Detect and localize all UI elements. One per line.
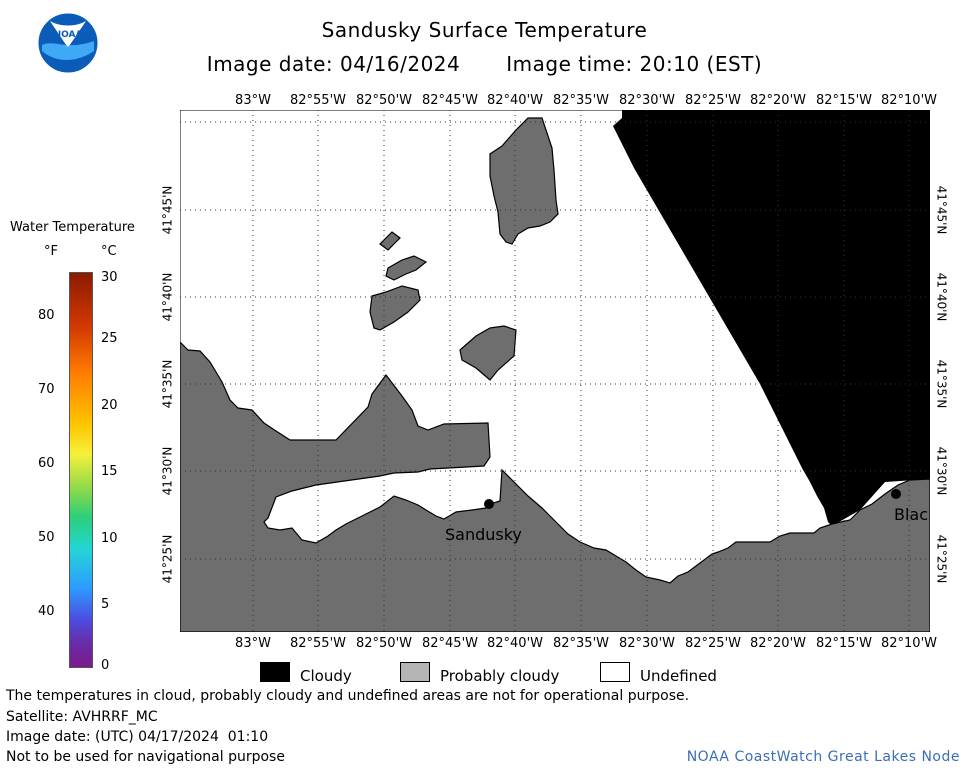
page-title: Sandusky Surface Temperature <box>321 18 648 42</box>
surface-temperature-map <box>179 109 931 633</box>
lon-label-top: 83°W <box>235 93 271 108</box>
lon-label-bottom: 82°55'W <box>289 636 346 651</box>
image-datetime: Image date: 04/16/2024 Image time: 20:10 … <box>0 52 969 76</box>
lon-label-bottom: 83°W <box>235 636 271 651</box>
legend-swatch-probably-cloudy <box>400 662 430 682</box>
temperature-colorbar <box>69 272 93 668</box>
colorbar-unit-c: °C <box>101 244 117 259</box>
c-tick: 5 <box>101 597 110 612</box>
colorbar-unit-f: °F <box>44 244 58 259</box>
lat-label-left: 41°30'N <box>160 446 175 496</box>
lon-label-top: 82°50'W <box>355 93 412 108</box>
c-tick: 15 <box>101 464 118 479</box>
island-small-3 <box>369 285 421 331</box>
legend-swatch-undefined <box>600 662 630 682</box>
c-tick: 20 <box>101 398 118 413</box>
lon-label-bottom: 82°30'W <box>618 636 675 651</box>
lon-label-top: 82°15'W <box>815 93 872 108</box>
blac-marker <box>891 489 901 499</box>
lon-label-top: 82°35'W <box>552 93 609 108</box>
credit-text: NOAA CoastWatch Great Lakes Node <box>686 749 960 765</box>
image-date: Image date: 04/16/2024 <box>206 52 461 76</box>
lat-label-right: 41°35'N <box>934 359 949 409</box>
lon-label-bottom: 82°15'W <box>815 636 872 651</box>
f-tick: 80 <box>38 308 55 323</box>
island-small-1 <box>379 231 401 251</box>
lat-label-right: 41°30'N <box>934 446 949 496</box>
c-tick: 30 <box>101 270 118 285</box>
c-tick: 10 <box>101 531 118 546</box>
lat-label-right: 41°40'N <box>934 272 949 322</box>
f-tick: 40 <box>38 604 55 619</box>
lon-label-bottom: 82°20'W <box>749 636 806 651</box>
lon-label-top: 82°30'W <box>618 93 675 108</box>
place-label-blac: Blac <box>894 505 929 524</box>
satellite-text: Satellite: AVHRRF_MC <box>6 709 158 725</box>
f-tick: 50 <box>38 530 55 545</box>
colorbar-title: Water Temperature <box>10 220 135 235</box>
cloudy-region <box>613 110 930 526</box>
lon-label-top: 82°40'W <box>486 93 543 108</box>
mainland <box>179 340 931 633</box>
lon-label-top: 82°20'W <box>749 93 806 108</box>
f-tick: 60 <box>38 456 55 471</box>
lon-label-bottom: 82°25'W <box>684 636 741 651</box>
lat-label-right: 41°25'N <box>934 534 949 584</box>
lat-label-left: 41°45'N <box>160 185 175 235</box>
utc-date-text: Image date: (UTC) 04/17/2024 01:10 <box>6 729 269 745</box>
nav-warning-text: Not to be used for navigational purpose <box>6 749 285 765</box>
legend-label-cloudy: Cloudy <box>300 667 352 685</box>
island-small-4 <box>459 325 517 381</box>
place-label-sandusky: Sandusky <box>445 525 522 544</box>
graticule <box>180 110 930 632</box>
lon-label-bottom: 82°40'W <box>486 636 543 651</box>
disclaimer-text: The temperatures in cloud, probably clou… <box>6 688 690 704</box>
lon-label-top: 82°45'W <box>421 93 478 108</box>
c-tick: 25 <box>101 331 118 346</box>
noaa-logo-icon: NOAA <box>37 12 99 74</box>
lat-label-left: 41°25'N <box>160 534 175 584</box>
lat-label-left: 41°35'N <box>160 359 175 409</box>
lon-label-top: 82°55'W <box>289 93 346 108</box>
lon-label-top: 82°25'W <box>684 93 741 108</box>
island-small-2 <box>385 255 428 281</box>
legend-swatch-cloudy <box>260 662 290 682</box>
svg-text:NOAA: NOAA <box>54 30 83 40</box>
island-north <box>489 117 559 245</box>
image-time: Image time: 20:10 (EST) <box>506 52 763 76</box>
sandusky-marker <box>484 499 494 509</box>
lon-label-bottom: 82°10'W <box>880 636 937 651</box>
lon-label-bottom: 82°35'W <box>552 636 609 651</box>
legend-label-undefined: Undefined <box>640 667 717 685</box>
lat-label-right: 41°45'N <box>934 185 949 235</box>
noaa-logo: NOAA <box>36 11 100 75</box>
c-tick: 0 <box>101 658 110 673</box>
lon-label-top: 82°10'W <box>880 93 937 108</box>
legend-label-probably-cloudy: Probably cloudy <box>440 667 560 685</box>
f-tick: 70 <box>38 382 55 397</box>
lon-label-bottom: 82°45'W <box>421 636 478 651</box>
lon-label-bottom: 82°50'W <box>355 636 412 651</box>
lat-label-left: 41°40'N <box>160 272 175 322</box>
